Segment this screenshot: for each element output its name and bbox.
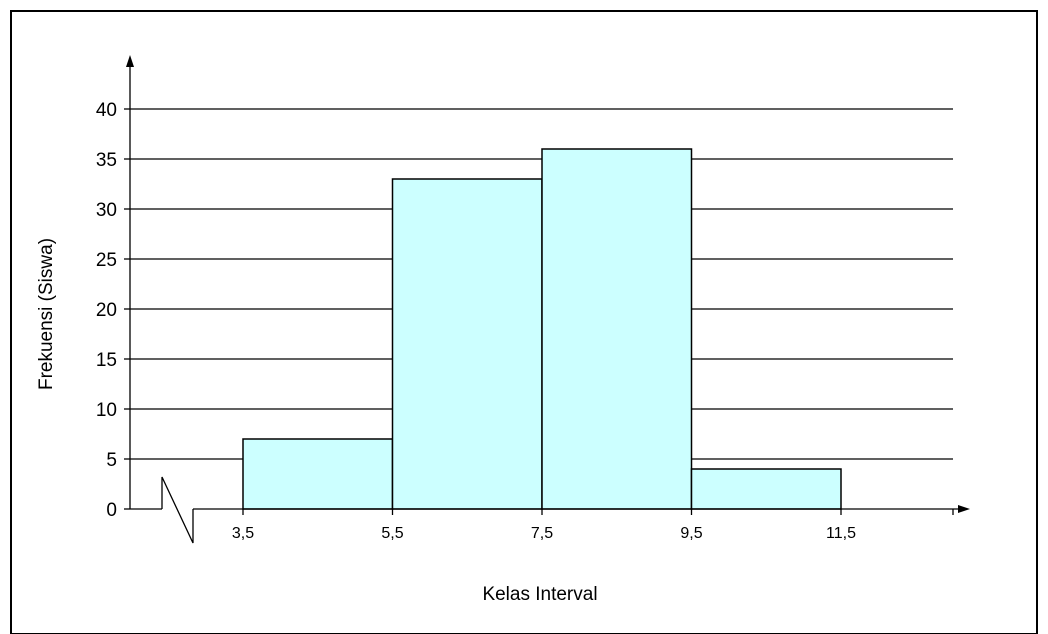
y-tick-label: 15 xyxy=(96,350,117,371)
histogram-bar-1 xyxy=(242,438,394,510)
x-tick-label: 3,5 xyxy=(232,525,254,542)
histogram-bar-4 xyxy=(690,468,842,510)
histogram-bar-2 xyxy=(391,178,543,510)
y-tick-label: 25 xyxy=(96,250,117,271)
histogram-bar-3 xyxy=(541,148,693,510)
tick-labels: 0 5 10 15 20 25 30 35 40 3,5 5,5 7,5 9,5 11,5 xyxy=(96,100,856,542)
x-axis-arrow-icon xyxy=(958,505,970,513)
y-tick-label: 5 xyxy=(106,450,117,471)
y-tick-label: 10 xyxy=(96,400,117,421)
y-axis-title: Frekuensi (Siswa) xyxy=(36,238,57,390)
axes xyxy=(124,55,970,544)
y-tick-label: 0 xyxy=(106,500,117,521)
x-axis-title: Kelas Interval xyxy=(482,584,597,605)
x-tick-label: 9,5 xyxy=(680,525,702,542)
x-tick-label: 11,5 xyxy=(826,525,856,542)
axis-break-icon xyxy=(161,476,194,544)
y-tick-label: 35 xyxy=(96,150,117,171)
y-tick-label: 30 xyxy=(96,200,117,221)
x-tick-label: 7,5 xyxy=(531,525,553,542)
y-tick-label: 40 xyxy=(96,100,117,121)
x-tick-label: 5,5 xyxy=(381,525,403,542)
y-axis-arrow-icon xyxy=(126,55,134,67)
y-tick-label: 20 xyxy=(96,300,117,321)
histogram-bars xyxy=(242,148,842,510)
